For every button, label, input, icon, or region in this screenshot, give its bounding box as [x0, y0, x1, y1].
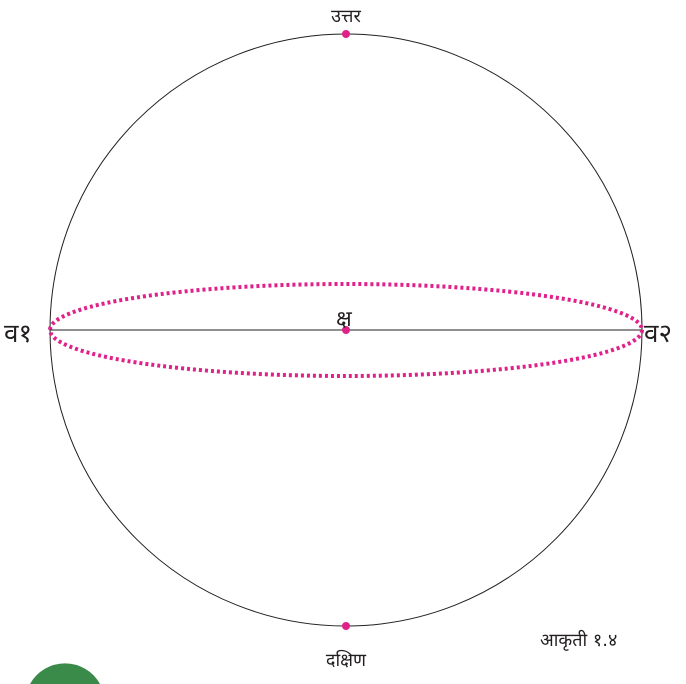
east-label: व२ — [644, 319, 672, 349]
south-label: दक्षिण — [326, 649, 367, 671]
south-point — [342, 622, 350, 630]
center-label: क्ष — [336, 307, 353, 332]
north-label: उत्तर — [331, 6, 361, 27]
caption: आकृती १.४ — [540, 629, 617, 651]
north-point — [342, 30, 350, 38]
equator-ellipse — [48, 282, 644, 378]
center-point — [342, 326, 350, 334]
globe-icon — [30, 663, 100, 684]
west-label: व१ — [4, 319, 32, 349]
